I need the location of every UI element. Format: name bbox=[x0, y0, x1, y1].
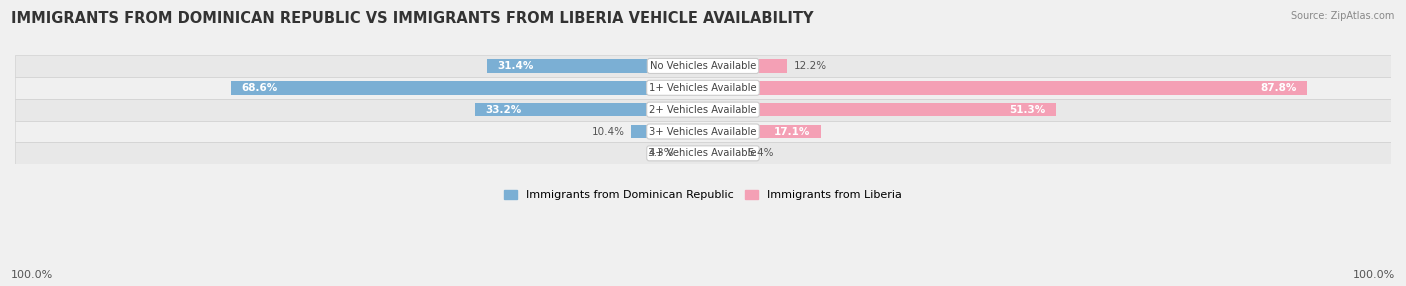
Text: 5.4%: 5.4% bbox=[747, 148, 773, 158]
Text: No Vehicles Available: No Vehicles Available bbox=[650, 61, 756, 71]
Bar bbox=[231, 81, 703, 95]
Text: 2+ Vehicles Available: 2+ Vehicles Available bbox=[650, 105, 756, 115]
Text: 100.0%: 100.0% bbox=[11, 270, 53, 280]
Bar bbox=[15, 121, 1391, 142]
Text: 17.1%: 17.1% bbox=[773, 126, 810, 136]
Bar bbox=[475, 103, 703, 116]
Bar bbox=[15, 142, 1391, 164]
Text: 68.6%: 68.6% bbox=[242, 83, 277, 93]
Text: 12.2%: 12.2% bbox=[794, 61, 827, 71]
Text: 33.2%: 33.2% bbox=[485, 105, 522, 115]
Bar bbox=[703, 103, 1056, 116]
Bar bbox=[703, 147, 740, 160]
Bar bbox=[631, 125, 703, 138]
Text: IMMIGRANTS FROM DOMINICAN REPUBLIC VS IMMIGRANTS FROM LIBERIA VEHICLE AVAILABILI: IMMIGRANTS FROM DOMINICAN REPUBLIC VS IM… bbox=[11, 11, 814, 26]
Bar bbox=[15, 55, 1391, 77]
Text: 31.4%: 31.4% bbox=[498, 61, 534, 71]
Bar bbox=[703, 125, 821, 138]
Text: Source: ZipAtlas.com: Source: ZipAtlas.com bbox=[1291, 11, 1395, 21]
Bar bbox=[486, 59, 703, 73]
Bar bbox=[681, 147, 703, 160]
Bar bbox=[703, 59, 787, 73]
Bar bbox=[703, 81, 1308, 95]
Text: 4+ Vehicles Available: 4+ Vehicles Available bbox=[650, 148, 756, 158]
Bar bbox=[15, 99, 1391, 121]
Legend: Immigrants from Dominican Republic, Immigrants from Liberia: Immigrants from Dominican Republic, Immi… bbox=[503, 190, 903, 200]
Text: 10.4%: 10.4% bbox=[592, 126, 624, 136]
Text: 87.8%: 87.8% bbox=[1260, 83, 1296, 93]
Text: 3+ Vehicles Available: 3+ Vehicles Available bbox=[650, 126, 756, 136]
Text: 1+ Vehicles Available: 1+ Vehicles Available bbox=[650, 83, 756, 93]
Text: 51.3%: 51.3% bbox=[1010, 105, 1046, 115]
Text: 3.3%: 3.3% bbox=[647, 148, 673, 158]
Bar bbox=[15, 77, 1391, 99]
Text: 100.0%: 100.0% bbox=[1353, 270, 1395, 280]
